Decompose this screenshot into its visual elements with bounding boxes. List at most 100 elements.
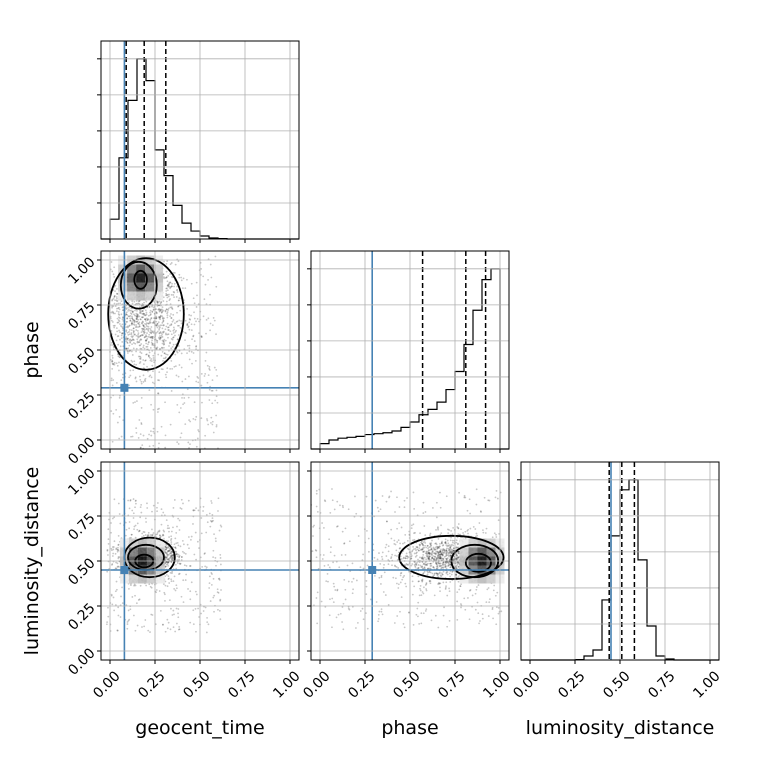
x-tick-label: 1.00 bbox=[270, 668, 303, 701]
sample-point bbox=[421, 580, 424, 583]
sample-point bbox=[172, 326, 175, 329]
sample-point bbox=[142, 316, 145, 318]
sample-point bbox=[208, 587, 211, 589]
sample-point bbox=[428, 546, 431, 549]
sample-point bbox=[146, 345, 149, 348]
sample-point bbox=[156, 430, 159, 433]
sample-point bbox=[111, 360, 114, 363]
sample-point bbox=[118, 415, 121, 418]
sample-point bbox=[171, 282, 173, 285]
sample-point bbox=[134, 499, 137, 502]
sample-point bbox=[211, 423, 214, 426]
sample-point bbox=[411, 575, 414, 578]
sample-point bbox=[332, 601, 335, 604]
sample-point bbox=[217, 510, 219, 512]
sample-point bbox=[151, 336, 153, 338]
sample-point bbox=[116, 330, 119, 333]
sample-point bbox=[144, 318, 147, 321]
sample-point bbox=[432, 546, 435, 549]
sample-point bbox=[142, 328, 145, 331]
sample-point bbox=[140, 316, 143, 319]
sample-point bbox=[126, 317, 129, 320]
sample-point bbox=[150, 430, 152, 433]
sample-point bbox=[115, 588, 118, 591]
sample-point bbox=[118, 556, 121, 559]
sample-point bbox=[162, 324, 165, 327]
sample-point bbox=[107, 528, 110, 531]
sample-point bbox=[118, 396, 121, 399]
sample-point bbox=[479, 620, 481, 622]
sample-point bbox=[390, 490, 392, 493]
sample-point bbox=[156, 322, 159, 325]
sample-point bbox=[131, 318, 134, 321]
sample-point bbox=[205, 318, 208, 321]
sample-point bbox=[204, 434, 207, 437]
sample-point bbox=[429, 534, 431, 537]
x-axis-label: luminosity_distance bbox=[526, 717, 715, 739]
grid-lines bbox=[101, 251, 299, 449]
sample-point bbox=[424, 584, 427, 586]
sample-point bbox=[152, 335, 155, 338]
sample-point bbox=[161, 322, 164, 324]
density-cell bbox=[145, 282, 155, 292]
sample-point bbox=[331, 626, 333, 629]
sample-point bbox=[215, 424, 218, 426]
sample-point bbox=[169, 324, 171, 327]
sample-point bbox=[337, 613, 340, 616]
sample-point bbox=[457, 565, 460, 568]
sample-point bbox=[161, 368, 164, 371]
sample-point bbox=[125, 347, 128, 350]
sample-point bbox=[162, 623, 164, 626]
sample-point bbox=[495, 489, 498, 492]
sample-point bbox=[170, 333, 173, 336]
sample-point bbox=[114, 590, 117, 593]
sample-point bbox=[186, 352, 188, 355]
sample-point bbox=[419, 587, 421, 590]
sample-point bbox=[144, 339, 147, 341]
sample-point bbox=[187, 441, 190, 444]
sample-point bbox=[315, 492, 318, 495]
sample-point bbox=[210, 276, 213, 279]
sample-point bbox=[451, 548, 454, 551]
sample-point bbox=[399, 542, 401, 545]
sample-point bbox=[176, 285, 178, 288]
x-tick-label: 0.00 bbox=[300, 668, 333, 701]
sample-point bbox=[142, 324, 145, 326]
sample-point bbox=[135, 363, 138, 366]
sample-point bbox=[422, 512, 425, 514]
sample-point bbox=[162, 309, 165, 312]
sample-point bbox=[406, 557, 409, 560]
sample-point bbox=[200, 417, 203, 420]
sample-point bbox=[197, 429, 200, 431]
sample-point bbox=[113, 498, 116, 501]
sample-point bbox=[150, 313, 152, 316]
sample-point bbox=[211, 573, 213, 575]
sample-point bbox=[195, 281, 198, 284]
sample-point bbox=[423, 566, 426, 569]
sample-point bbox=[155, 339, 158, 342]
sample-point bbox=[170, 347, 173, 350]
sample-point bbox=[212, 519, 215, 522]
sample-point bbox=[165, 556, 168, 559]
sample-point bbox=[341, 504, 344, 507]
sample-point bbox=[149, 321, 152, 324]
sample-point bbox=[190, 538, 192, 541]
sample-point bbox=[166, 553, 168, 556]
sample-point bbox=[166, 284, 169, 287]
sample-point bbox=[328, 614, 331, 617]
sample-point bbox=[166, 294, 168, 297]
sample-point bbox=[157, 321, 160, 324]
sample-point bbox=[405, 552, 408, 555]
sample-point bbox=[127, 499, 130, 502]
sample-point bbox=[180, 279, 183, 282]
sample-point bbox=[437, 554, 439, 557]
sample-point bbox=[146, 318, 149, 321]
sample-point bbox=[418, 623, 421, 625]
sample-point bbox=[169, 367, 172, 370]
sample-point bbox=[423, 556, 426, 559]
sample-point bbox=[113, 326, 116, 329]
sample-point bbox=[140, 338, 143, 341]
sample-point bbox=[219, 599, 222, 602]
sample-point bbox=[163, 338, 166, 341]
sample-point bbox=[152, 321, 155, 324]
